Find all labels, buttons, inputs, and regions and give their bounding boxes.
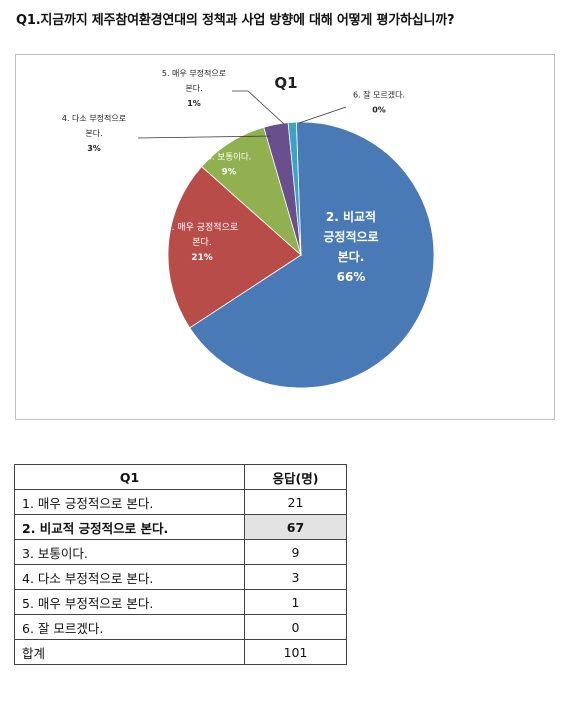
data-label-text-1: 2. 비교적 bbox=[326, 209, 376, 224]
table-row: 합계 101 bbox=[14, 639, 347, 665]
table-row: 3. 보통이다. 9 bbox=[14, 539, 347, 565]
data-label-text-4: 4. 다소 부정적으로 bbox=[62, 113, 126, 123]
pie-slice-5 bbox=[287, 121, 302, 256]
question-text: Q1.지금까지 제주참여환경연대의 정책과 사업 방향에 대해 어떻게 평가하십… bbox=[16, 13, 455, 28]
data-label-text-3: 3. 보통이다. bbox=[207, 152, 252, 163]
data-label-percent-3: 9% bbox=[222, 168, 237, 178]
row-count: 9 bbox=[244, 539, 347, 565]
row-label: 4. 다소 부정적으로 본다. bbox=[14, 564, 245, 590]
data-label-percent-5: 1% bbox=[187, 99, 201, 108]
data-label-text-2: 본다. bbox=[192, 237, 211, 248]
chart-title: Q1 bbox=[274, 74, 297, 92]
data-label-percent-4: 3% bbox=[87, 144, 101, 153]
leader-line-5 bbox=[232, 90, 285, 125]
leader-line-4 bbox=[137, 135, 272, 139]
row-label: 6. 잘 모르겠다. bbox=[14, 614, 245, 640]
row-count: 21 bbox=[244, 489, 347, 515]
table-row: 5. 매우 부정적으로 본다. 1 bbox=[14, 589, 347, 615]
row-count: 3 bbox=[244, 564, 347, 590]
table-row: 6. 잘 모르겠다. 0 bbox=[14, 614, 347, 640]
table-row: 1. 매우 긍정적으로 본다. 21 bbox=[14, 489, 347, 515]
data-label-text-1: 긍정적으로 bbox=[323, 229, 378, 244]
table-row: 4. 다소 부정적으로 본다. 3 bbox=[14, 564, 347, 590]
data-label-text-1: 본다. bbox=[338, 249, 365, 264]
row-count: 101 bbox=[244, 639, 347, 665]
data-label-percent-1: 66% bbox=[337, 270, 366, 284]
response-table: Q1 응답(명) 1. 매우 긍정적으로 본다. 21 2. 비교적 긍정적으로 본… bbox=[14, 464, 347, 665]
pie-slice-2 bbox=[167, 166, 302, 329]
data-label-text-2: 1. 매우 긍정적으로 bbox=[166, 221, 238, 233]
table-header-row: Q1 응답(명) bbox=[14, 464, 347, 490]
data-label-text-6: 6. 잘 모르겠다. bbox=[353, 90, 405, 100]
row-label: 5. 매우 부정적으로 본다. bbox=[14, 589, 245, 615]
leader-line-6 bbox=[298, 106, 347, 124]
row-count: 1 bbox=[244, 589, 347, 615]
data-label-text-4: 본다. bbox=[85, 129, 102, 138]
pie-chart-panel: Q1 2. 비교적 긍정적으로 본다. 66% 1. 매우 긍정적으로 본다. 21% 3. … bbox=[15, 54, 555, 420]
row-label: 2. 비교적 긍정적으로 본다. bbox=[14, 514, 245, 540]
row-label: 1. 매우 긍정적으로 본다. bbox=[14, 489, 245, 515]
header-count: 응답(명) bbox=[244, 464, 347, 490]
row-count: 67 bbox=[244, 514, 347, 540]
row-label: 3. 보통이다. bbox=[14, 539, 245, 565]
data-label-percent-2: 21% bbox=[191, 253, 213, 263]
data-label-text-5: 본다. bbox=[185, 84, 202, 93]
data-label-percent-6: 0% bbox=[372, 106, 386, 115]
row-label: 합계 bbox=[14, 639, 245, 665]
table-row: 2. 비교적 긍정적으로 본다. 67 bbox=[14, 514, 347, 540]
header-question: Q1 bbox=[14, 464, 245, 490]
row-count: 0 bbox=[244, 614, 347, 640]
data-label-text-5: 5. 매우 부정적으로 bbox=[162, 68, 226, 78]
pie-slice-1 bbox=[189, 121, 435, 389]
